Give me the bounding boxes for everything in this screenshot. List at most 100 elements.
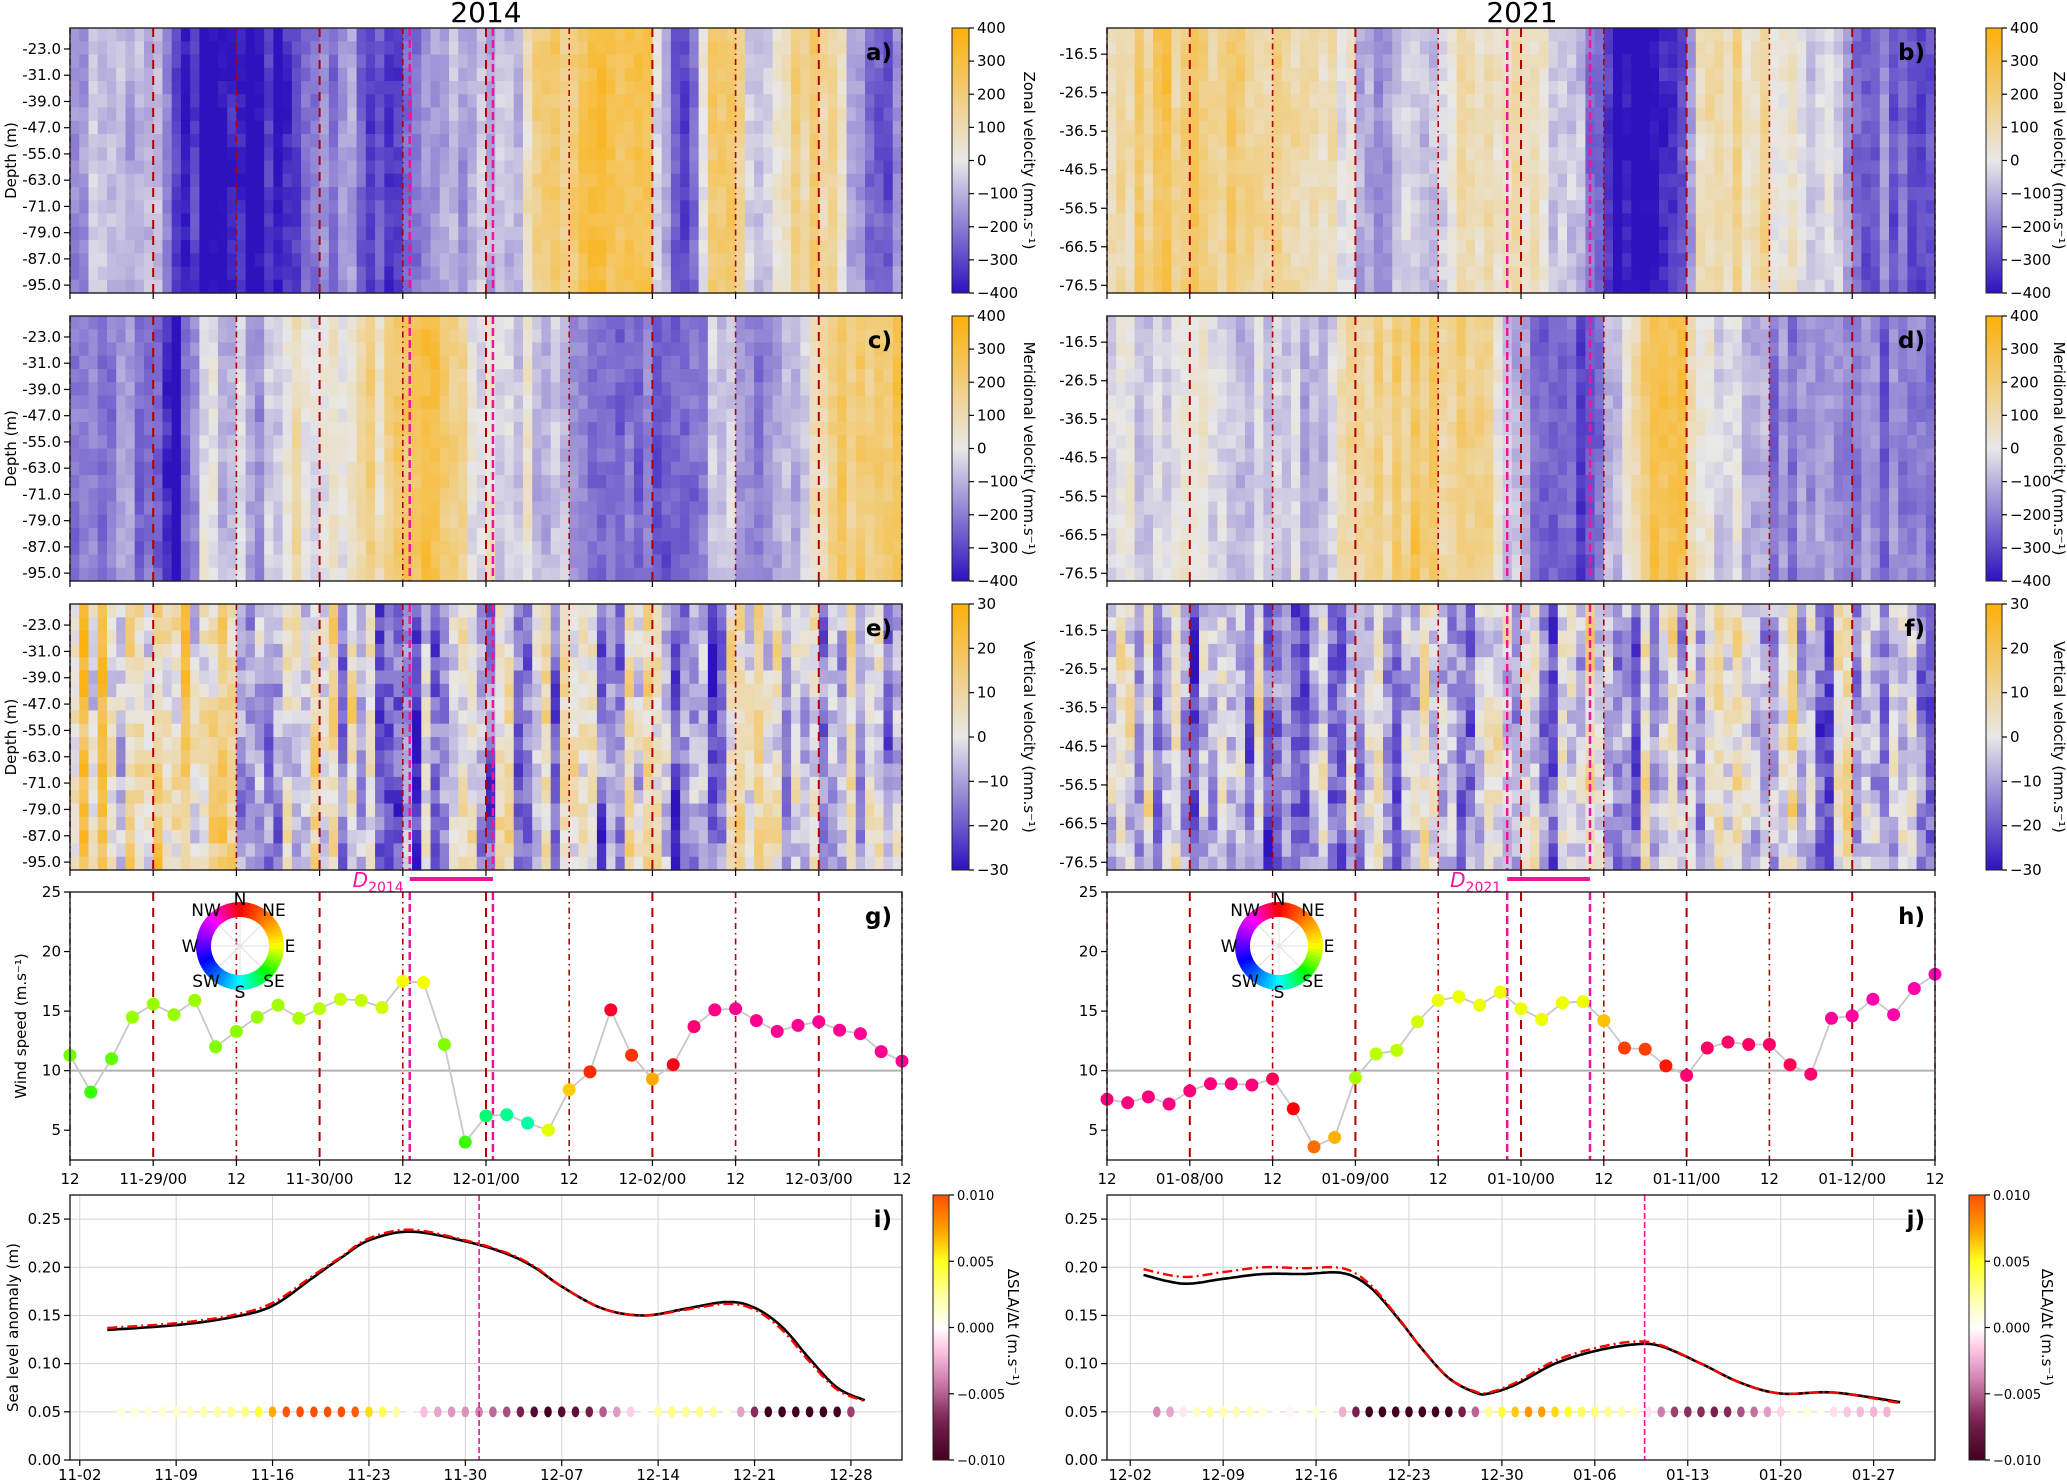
heatmap-cell <box>291 28 302 42</box>
heatmap-cell <box>1171 213 1182 228</box>
heatmap-cell <box>1189 134 1200 148</box>
heatmap-cell <box>495 213 506 228</box>
heatmap-cell <box>449 355 459 370</box>
heatmap-cell <box>495 395 506 410</box>
heatmap-cell <box>1539 81 1550 95</box>
heatmap-cell <box>1778 120 1789 135</box>
heatmap-cell <box>208 240 219 254</box>
heatmap-cell <box>1852 226 1862 241</box>
heatmap-cell <box>513 200 524 215</box>
heatmap-cell <box>301 475 311 489</box>
heatmap-cell <box>541 107 552 122</box>
heatmap-cell <box>171 408 182 423</box>
heatmap-cell <box>70 355 80 370</box>
heatmap-cell <box>569 187 580 201</box>
heatmap-cell <box>587 382 598 397</box>
heatmap-cell <box>1622 213 1632 228</box>
heatmap-cell <box>1686 28 1697 42</box>
heatmap-cell <box>365 567 376 582</box>
heatmap-cell <box>495 408 506 423</box>
heatmap-cell <box>236 147 247 162</box>
heatmap-cell <box>1677 187 1688 201</box>
heatmap-cell <box>1465 67 1476 82</box>
heatmap-cell <box>1226 94 1237 109</box>
heatmap-cell <box>1502 173 1513 188</box>
heatmap-cell <box>264 67 274 82</box>
heatmap-cell <box>735 107 746 122</box>
heatmap-cell <box>846 266 857 281</box>
heatmap-cell <box>88 81 99 95</box>
heatmap-cell <box>1125 173 1136 188</box>
heatmap-cell <box>1686 200 1697 215</box>
heatmap-cell <box>1419 240 1430 254</box>
heatmap-cell <box>208 408 219 423</box>
heatmap-cell <box>70 408 80 423</box>
heatmap-cell <box>301 266 311 281</box>
heatmap-cell <box>319 329 330 344</box>
heatmap-cell <box>532 435 543 450</box>
heatmap-cell <box>744 200 755 215</box>
heatmap-cell <box>375 501 385 516</box>
heatmap-cell <box>689 41 700 56</box>
heatmap-cell <box>356 501 367 516</box>
heatmap-cell <box>402 213 413 228</box>
heatmap-cell <box>643 173 653 188</box>
heatmap-cell <box>88 554 99 569</box>
heatmap-cell <box>458 528 469 542</box>
heatmap-cell <box>1180 134 1191 148</box>
heatmap-cell <box>282 541 293 556</box>
heatmap-cell <box>245 408 256 423</box>
heatmap-cell <box>578 488 589 503</box>
heatmap-cell <box>1392 279 1402 294</box>
heatmap-cell <box>1539 200 1550 215</box>
heatmap-cell <box>1511 213 1522 228</box>
heatmap-cell <box>633 541 644 556</box>
heatmap-cell <box>1300 54 1310 69</box>
heatmap-cell <box>180 329 191 344</box>
heatmap-cell <box>273 266 284 281</box>
heatmap-cell <box>70 422 80 436</box>
heatmap-cell <box>865 147 875 162</box>
heatmap-cell <box>559 279 570 294</box>
heatmap-cell <box>1327 253 1338 268</box>
heatmap-cell <box>1714 279 1724 294</box>
heatmap-cell <box>892 266 903 281</box>
heatmap-cell <box>467 461 478 476</box>
heatmap-cell <box>162 120 173 135</box>
heatmap-cell <box>1355 253 1366 268</box>
heatmap-cell <box>624 54 635 69</box>
heatmap-cell <box>430 94 441 109</box>
heatmap-cell <box>522 488 533 503</box>
heatmap-cell <box>153 94 164 109</box>
heatmap-cell <box>791 107 801 122</box>
heatmap-cell <box>1263 200 1274 215</box>
heatmap-cell <box>402 134 413 148</box>
heatmap-cell <box>467 200 478 215</box>
heatmap-cell <box>1419 54 1430 69</box>
heatmap-cell <box>208 554 219 569</box>
heatmap-cell <box>615 147 626 162</box>
heatmap-cell <box>1723 160 1734 175</box>
heatmap-cell <box>421 94 432 109</box>
heatmap-cell <box>883 120 894 135</box>
heatmap-cell <box>606 475 617 489</box>
heatmap-cell <box>476 200 487 215</box>
heatmap-cell <box>162 382 173 397</box>
heatmap-cell <box>328 488 339 503</box>
heatmap-cell <box>180 107 191 122</box>
heatmap-cell <box>1576 67 1586 82</box>
heatmap-cell <box>578 240 589 254</box>
heatmap-cell <box>421 226 432 241</box>
heatmap-cell <box>569 81 580 95</box>
heatmap-cell <box>1548 120 1559 135</box>
heatmap-cell <box>153 408 164 423</box>
heatmap-cell <box>301 329 311 344</box>
heatmap-cell <box>1162 266 1172 281</box>
heatmap-cell <box>1337 81 1347 95</box>
heatmap-cell <box>800 81 811 95</box>
heatmap-cell <box>1484 226 1494 241</box>
heatmap-cell <box>1429 67 1439 82</box>
heatmap-cell <box>1235 120 1246 135</box>
heatmap-cell <box>430 541 441 556</box>
